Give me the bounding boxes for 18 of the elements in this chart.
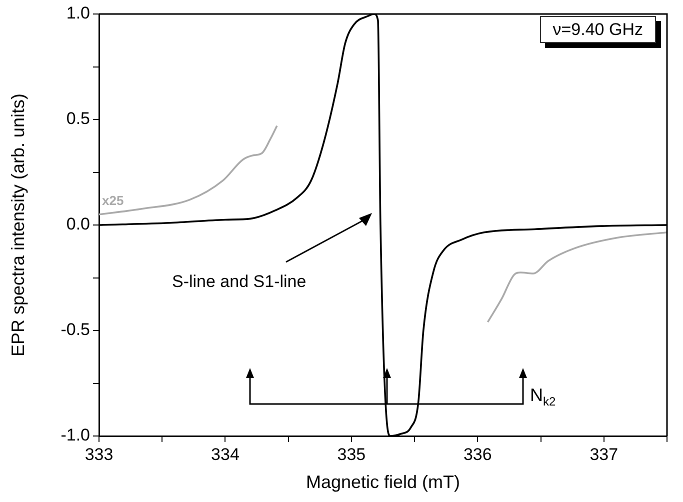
- x-tick-label: 337: [590, 444, 618, 464]
- annotation: x25: [102, 193, 124, 208]
- x-tick-label: 333: [84, 444, 114, 464]
- x-tick-label: 336: [463, 444, 492, 464]
- annotation: N$_{k2}$: [530, 385, 556, 409]
- line-series: [99, 124, 278, 216]
- y-tick-label: -0.5: [60, 320, 90, 340]
- y-tick-label: 1.0: [66, 4, 90, 23]
- line-series: [486, 231, 667, 323]
- y-axis-title: EPR spectra intensity (arb. units): [8, 93, 28, 357]
- y-tick-label: 0.0: [66, 214, 90, 234]
- x-axis-title: Magnetic field (mT): [306, 472, 460, 492]
- annotation: ν=9.40 GHz: [540, 16, 656, 43]
- y-tick-label: 0.5: [66, 109, 90, 128]
- annotation: S-line and S1-line: [172, 272, 306, 291]
- y-tick-label: -1.0: [60, 426, 90, 445]
- x-tick-label: 335: [337, 444, 366, 464]
- x-tick-label: 334: [211, 444, 240, 464]
